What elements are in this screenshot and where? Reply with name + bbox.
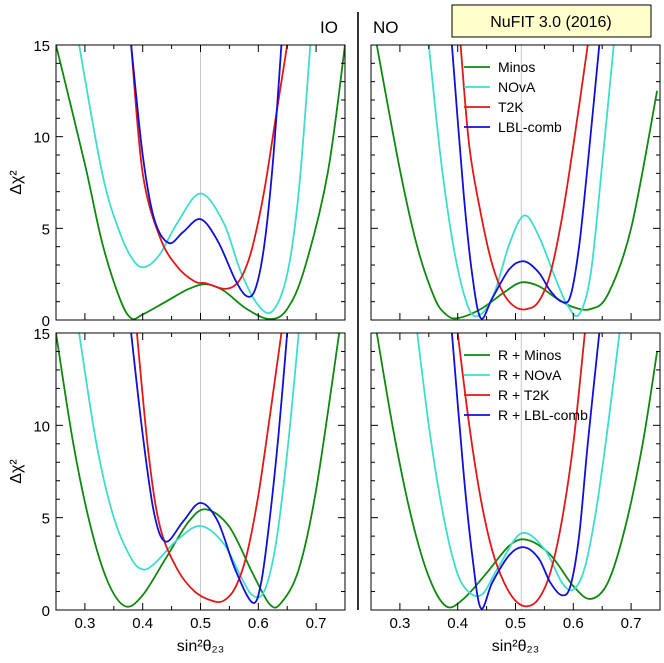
y-tick-label: 10 (33, 130, 50, 147)
series-line-lbl-comb (451, 45, 601, 320)
y-tick-label: 5 (42, 511, 50, 528)
series-line-nova (78, 45, 312, 314)
panel-bottom-right: 0.3 0.4 0.5 0.6 0.7 sin²θ₂₃ R + Minos R + NOvA R… (370, 332, 661, 655)
version-badge: NuFIT 3.0 (2016) (451, 4, 652, 38)
series-line-t2k (459, 45, 589, 311)
series-line-r-nova (78, 333, 300, 599)
x-tick-label: 0.6 (563, 615, 584, 632)
y-tick-label: 0 (42, 603, 50, 620)
series-line-r-lbl-comb (130, 333, 289, 604)
legend-entry: R + T2K (498, 387, 550, 403)
series-line-r-lbl-comb (451, 333, 601, 610)
version-badge-text: NuFIT 3.0 (2016) (490, 14, 612, 31)
x-tick-label: 0.5 (505, 615, 526, 632)
series-line-minos (56, 45, 345, 320)
series-line-lbl-comb (130, 45, 283, 298)
ordering-label-no: NO (373, 18, 399, 37)
x-tick-label: 0.4 (132, 615, 153, 632)
legend-entry: Minos (498, 59, 535, 75)
panel-top-right: Minos NOvA T2K LBL-comb (370, 44, 661, 321)
legend-entry: R + NOvA (498, 367, 562, 383)
x-tick-label: 0.6 (248, 615, 269, 632)
panel-bottom-left: 0 5 10 15 0.3 0.4 0.5 0.6 0.7 Δχ² sin²θ₂₃ (8, 326, 346, 655)
x-tick-label: 0.3 (389, 615, 410, 632)
y-tick-label: 15 (33, 326, 50, 343)
series-line-minos (375, 45, 658, 320)
series-line-r-minos (56, 333, 341, 609)
x-tick-label: 0.7 (621, 615, 642, 632)
y-tick-label: 0 (42, 313, 50, 330)
x-axis-label: sin²θ₂₃ (177, 638, 224, 655)
x-tick-label: 0.7 (306, 615, 327, 632)
x-tick-label: 0.3 (74, 615, 95, 632)
y-tick-label: 15 (33, 38, 50, 55)
y-axis-label: Δχ² (8, 459, 25, 484)
legend-entry: LBL-comb (498, 119, 562, 135)
y-tick-label: 5 (42, 221, 50, 238)
x-axis-label: sin²θ₂₃ (492, 638, 539, 655)
ordering-label-io: IO (320, 18, 338, 37)
y-tick-label: 10 (33, 418, 50, 435)
x-tick-label: 0.4 (447, 615, 468, 632)
y-axis-label: Δχ² (8, 170, 25, 195)
panel-top-left: 0 5 10 15 Δχ² (8, 38, 346, 330)
legend-entry: T2K (498, 99, 524, 115)
series-line-nova (427, 45, 615, 318)
series-line-r-t2k (136, 333, 283, 604)
series-line-r-minos (375, 333, 658, 609)
legend-entry: R + Minos (498, 347, 561, 363)
legend-entry: NOvA (498, 79, 536, 95)
x-tick-label: 0.5 (190, 615, 211, 632)
legend-entry: R + LBL-comb (498, 407, 588, 423)
series-line-r-nova (416, 333, 621, 597)
series-line-r-t2k (456, 333, 586, 608)
